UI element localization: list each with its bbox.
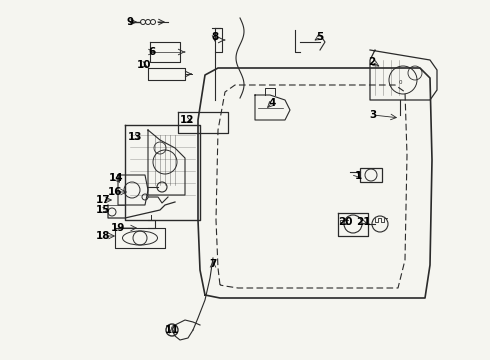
Text: 17: 17: [96, 195, 110, 205]
Text: 9: 9: [126, 17, 134, 27]
Text: 13: 13: [128, 132, 142, 142]
Text: 20: 20: [338, 217, 352, 227]
Bar: [360, 168, 382, 182]
Text: 19: 19: [111, 223, 125, 233]
Text: 2: 2: [368, 57, 376, 67]
Text: 15: 15: [96, 205, 110, 215]
Text: 5: 5: [317, 32, 323, 42]
Text: 4: 4: [269, 98, 276, 108]
Text: 10: 10: [137, 60, 151, 70]
Text: 6: 6: [148, 47, 156, 57]
Text: 18: 18: [96, 231, 110, 241]
Text: 21: 21: [356, 217, 370, 227]
Text: 11: 11: [165, 325, 179, 335]
Text: 7: 7: [209, 259, 217, 269]
Text: 3: 3: [369, 110, 377, 120]
Text: 8: 8: [211, 32, 219, 42]
Text: 12: 12: [180, 115, 194, 125]
Text: 16: 16: [108, 187, 122, 197]
Text: 14: 14: [109, 173, 123, 183]
Text: 1: 1: [354, 171, 362, 181]
Text: 0: 0: [398, 81, 402, 85]
